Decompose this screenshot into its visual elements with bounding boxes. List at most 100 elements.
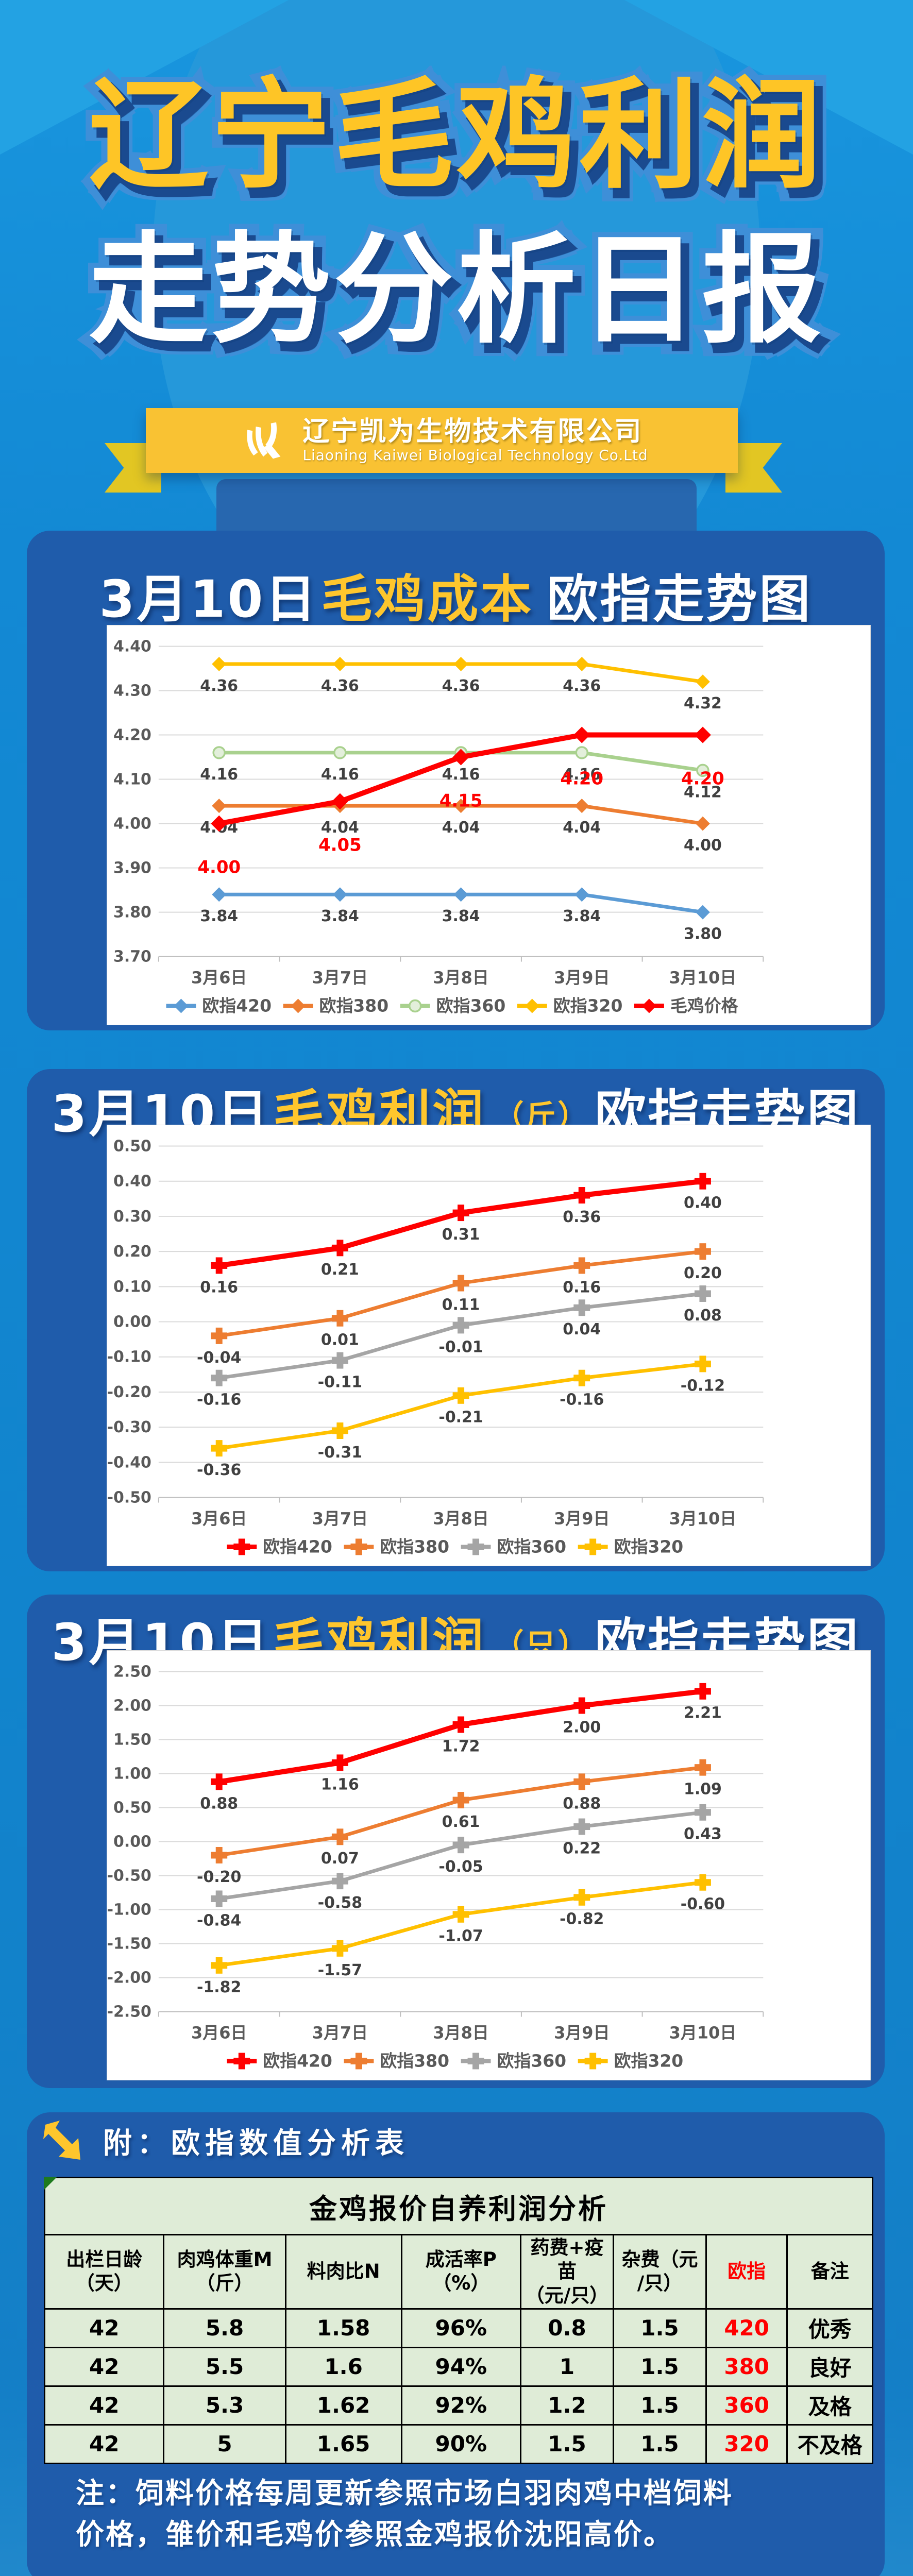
svg-text:1.50: 1.50 (113, 1731, 151, 1749)
table-cell: 1.2 (520, 2385, 614, 2426)
svg-text:欧指380: 欧指380 (380, 2050, 449, 2071)
table-cell: 1.62 (284, 2385, 402, 2426)
table-cell: 94% (400, 2346, 522, 2387)
svg-text:4.04: 4.04 (442, 819, 480, 837)
svg-text:4.16: 4.16 (200, 766, 238, 784)
table-cell: 1.5 (612, 2424, 707, 2464)
svg-text:3月10日: 3月10日 (669, 1509, 737, 1529)
svg-text:3月9日: 3月9日 (554, 2023, 610, 2043)
table-row: 42 5.8 1.58 96% 0.8 1.5 420 优秀 (43, 2308, 873, 2348)
table-header-3: 成活率P （%） (400, 2234, 522, 2310)
svg-text:1.00: 1.00 (113, 1765, 151, 1783)
profit-analysis-table: 金鸡报价自养利润分析 出栏日龄 （天） 肉鸡体重M （斤） 料肉比N 成活率P （%）药… (43, 2177, 873, 2464)
svg-text:0.20: 0.20 (113, 1243, 151, 1261)
section-analysis-table: 附：欧指数值分析表 金鸡报价自养利润分析 出栏日龄 （天） 肉鸡体重M （斤） 料肉比… (27, 2112, 885, 2576)
svg-text:4.16: 4.16 (563, 766, 601, 784)
svg-text:3.80: 3.80 (113, 904, 151, 922)
svg-text:0.30: 0.30 (113, 1208, 151, 1226)
footnote-text: 注：饲料价格每周更新参照市场白羽肉鸡中档饲料 价格，雏价和毛鸡价参照金鸡报价沈阳… (76, 2477, 734, 2551)
svg-text:-0.31: -0.31 (318, 1444, 362, 1462)
table-cell: 1.5 (612, 2346, 707, 2387)
svg-text:1.16: 1.16 (321, 1775, 359, 1793)
svg-text:4.20: 4.20 (681, 768, 724, 789)
company-name-cn: 辽宁凯为生物技术有限公司 (302, 416, 643, 447)
svg-text:-0.20: -0.20 (107, 1383, 151, 1401)
svg-text:2.00: 2.00 (563, 1718, 601, 1736)
table-cell: 320 (705, 2424, 788, 2464)
svg-text:3月7日: 3月7日 (312, 968, 368, 988)
svg-text:欧指420: 欧指420 (263, 1536, 332, 1556)
section-profit-bird-chart: 3月10日毛鸡利润 （只） 欧指走势图 2.50 2.00 1.50 1.00 0.50 0.… (27, 1595, 885, 2088)
table-cell: 42 (43, 2424, 165, 2464)
table-cell: 420 (705, 2308, 788, 2348)
profit-per-bird-chart: 2.50 2.00 1.50 1.00 0.50 0.00 -0.50 -1.00 -1.50 -… (107, 1650, 871, 2080)
table-cell: 5.5 (163, 2346, 286, 2387)
svg-text:-0.82: -0.82 (560, 1910, 604, 1928)
svg-text:-2.50: -2.50 (107, 2003, 151, 2021)
svg-text:0.04: 0.04 (563, 1320, 601, 1338)
svg-text:欧指320: 欧指320 (553, 996, 623, 1016)
svg-text:0.61: 0.61 (442, 1813, 480, 1831)
svg-text:欧指360: 欧指360 (436, 996, 506, 1016)
svg-text:4.36: 4.36 (321, 677, 359, 695)
svg-text:3月6日: 3月6日 (191, 1509, 247, 1529)
svg-text:0.31: 0.31 (442, 1226, 480, 1244)
appendix-heading-text: 附：欧指数值分析表 (103, 2126, 409, 2160)
svg-text:3月9日: 3月9日 (554, 968, 610, 988)
table-cell: 不及格 (786, 2424, 873, 2464)
svg-text:4.36: 4.36 (442, 677, 480, 695)
table-cell: 1.5 (612, 2385, 707, 2426)
svg-text:3.80: 3.80 (684, 925, 722, 943)
svg-text:-0.20: -0.20 (197, 1868, 241, 1886)
svg-text:4.36: 4.36 (563, 677, 601, 695)
svg-text:2.50: 2.50 (113, 1663, 151, 1681)
svg-text:-0.01: -0.01 (438, 1338, 483, 1356)
section-cost-chart: 3月10日毛鸡成本 欧指走势图 4.40 4.30 4.20 4.10 4.00 3.90 3… (27, 531, 885, 1030)
table-cell: 92% (400, 2385, 522, 2426)
svg-text:-0.58: -0.58 (318, 1894, 362, 1912)
svg-text:3月7日: 3月7日 (312, 1509, 368, 1529)
kaiwei-logo-icon (247, 422, 281, 459)
svg-text:-0.16: -0.16 (560, 1391, 604, 1409)
table-cell: 90% (400, 2424, 522, 2464)
svg-text:4.20: 4.20 (113, 726, 151, 744)
table-cell: 96% (400, 2308, 522, 2348)
table-cell: 360 (705, 2385, 788, 2426)
table-cell: 0.8 (520, 2308, 614, 2348)
table-header-4: 药费+疫苗 （元/只） (520, 2234, 614, 2310)
section-cost-title: 3月10日毛鸡成本 欧指走势图 (27, 557, 885, 632)
table-header-1: 肉鸡体重M （斤） (163, 2234, 286, 2310)
svg-text:0.07: 0.07 (321, 1850, 359, 1868)
table-cell: 及格 (786, 2385, 873, 2426)
svg-text:-0.21: -0.21 (438, 1409, 483, 1427)
svg-text:4.05: 4.05 (318, 835, 362, 855)
svg-text:0.00: 0.00 (113, 1313, 151, 1331)
svg-text:1.09: 1.09 (684, 1781, 722, 1799)
svg-text:0.16: 0.16 (200, 1278, 238, 1296)
svg-text:3月8日: 3月8日 (433, 968, 488, 988)
title-suffix: 欧指走势图 (547, 570, 813, 629)
svg-text:0.11: 0.11 (442, 1296, 480, 1314)
svg-text:0.50: 0.50 (113, 1138, 151, 1156)
title-date: 3月10日 (99, 570, 318, 629)
main-title-line2: 走势分析日报 (0, 215, 913, 373)
svg-text:欧指420: 欧指420 (202, 996, 272, 1016)
table-cell: 良好 (786, 2346, 873, 2387)
table-cell: 优秀 (786, 2308, 873, 2348)
svg-text:3月9日: 3月9日 (554, 1509, 610, 1529)
svg-text:欧指360: 欧指360 (497, 2050, 566, 2071)
table-cell: 5.8 (163, 2308, 286, 2348)
svg-text:2.00: 2.00 (113, 1697, 151, 1715)
main-title-line1: 辽宁毛鸡利润 (0, 61, 913, 218)
cost-trend-chart: 4.40 4.30 4.20 4.10 4.00 3.90 3.80 3.70 3月6日 3月7日… (107, 625, 871, 1025)
svg-text:4.20: 4.20 (560, 768, 603, 789)
company-name-en: Liaoning Kaiwei Biological Technology Co… (302, 446, 648, 464)
table-cell: 5.3 (163, 2385, 286, 2426)
svg-text:-0.84: -0.84 (197, 1911, 241, 1929)
svg-text:3月10日: 3月10日 (669, 2023, 737, 2043)
svg-text:4.36: 4.36 (200, 677, 238, 695)
svg-text:欧指320: 欧指320 (614, 1536, 684, 1556)
table-cell: 5 (163, 2424, 286, 2464)
svg-text:-2.00: -2.00 (107, 1969, 151, 1987)
